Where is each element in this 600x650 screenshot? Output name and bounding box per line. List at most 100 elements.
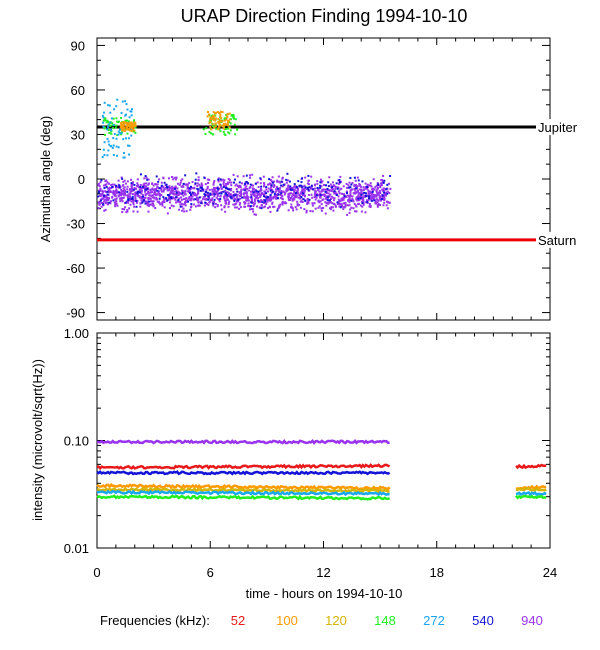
data-point <box>212 181 215 184</box>
data-point <box>270 184 273 187</box>
data-point <box>180 179 183 182</box>
data-point <box>123 202 126 205</box>
data-point <box>186 183 189 186</box>
data-point <box>269 199 272 202</box>
data-point <box>177 198 180 201</box>
data-point <box>108 122 111 125</box>
data-point <box>362 195 365 198</box>
data-point <box>273 192 276 195</box>
data-point <box>154 192 157 195</box>
data-point <box>259 194 262 197</box>
data-point <box>377 192 380 195</box>
data-point <box>133 186 136 189</box>
data-point <box>120 122 123 125</box>
data-point <box>341 204 344 207</box>
data-point <box>222 130 225 133</box>
data-point <box>176 182 179 185</box>
data-point <box>328 199 331 202</box>
data-point <box>133 183 136 186</box>
data-point <box>145 189 148 192</box>
data-point <box>356 198 359 201</box>
data-point <box>165 197 168 200</box>
data-point <box>377 193 380 196</box>
data-point <box>281 198 284 201</box>
data-point <box>382 181 385 184</box>
data-point <box>298 204 301 207</box>
data-point <box>339 180 342 183</box>
data-point <box>224 182 227 185</box>
data-point <box>206 115 209 118</box>
data-point <box>134 195 137 198</box>
data-point <box>316 182 319 185</box>
data-point <box>231 194 234 197</box>
data-point <box>120 194 123 197</box>
data-point <box>151 187 154 190</box>
data-point <box>190 193 193 196</box>
data-point <box>306 187 309 190</box>
data-point <box>115 105 118 108</box>
data-point <box>368 184 371 187</box>
data-point <box>253 213 256 216</box>
data-point <box>291 186 294 189</box>
data-point <box>347 199 350 202</box>
data-point <box>126 196 129 199</box>
data-point <box>269 189 272 192</box>
data-point <box>99 193 102 196</box>
data-point <box>348 211 351 214</box>
data-point <box>126 209 129 211</box>
data-point <box>339 175 342 178</box>
data-point <box>301 190 304 193</box>
data-point <box>139 173 142 176</box>
data-point <box>102 125 105 128</box>
data-point <box>190 202 193 205</box>
data-point <box>249 183 252 186</box>
data-point <box>209 119 212 122</box>
data-point <box>293 183 296 186</box>
data-point <box>213 195 216 198</box>
data-point <box>219 195 222 198</box>
data-point <box>102 111 105 114</box>
data-point <box>170 204 173 207</box>
data-point <box>246 187 249 190</box>
series-272-line <box>96 489 547 497</box>
data-point <box>243 192 246 195</box>
data-point <box>207 111 210 114</box>
data-point <box>237 198 240 201</box>
data-point <box>160 181 163 184</box>
data-point <box>316 186 319 189</box>
data-point <box>327 181 330 184</box>
data-point <box>313 195 316 198</box>
data-point <box>155 196 158 199</box>
data-point <box>380 184 383 187</box>
data-point <box>374 200 377 203</box>
data-point <box>288 180 291 183</box>
data-point <box>235 193 238 196</box>
data-point <box>198 183 201 186</box>
data-point <box>331 186 334 189</box>
data-point <box>264 205 267 208</box>
data-point <box>148 203 151 206</box>
data-point <box>135 184 138 187</box>
data-point <box>147 190 150 193</box>
data-point <box>353 202 356 205</box>
data-point <box>140 190 143 193</box>
data-point <box>102 148 105 151</box>
data-point <box>272 195 275 198</box>
data-point <box>268 206 271 209</box>
x-tick-label: 12 <box>316 565 330 580</box>
data-point <box>257 186 260 189</box>
data-point <box>281 191 284 194</box>
data-point <box>128 126 131 129</box>
data-point <box>239 185 242 188</box>
data-point <box>307 187 310 190</box>
data-point <box>355 185 358 188</box>
data-point <box>126 185 129 188</box>
data-point <box>296 204 299 207</box>
data-point <box>285 178 288 181</box>
data-point <box>210 199 213 202</box>
data-point <box>212 111 215 114</box>
data-point <box>223 124 226 127</box>
series-148-line <box>96 494 547 501</box>
data-point <box>342 207 345 210</box>
data-point <box>364 192 367 195</box>
